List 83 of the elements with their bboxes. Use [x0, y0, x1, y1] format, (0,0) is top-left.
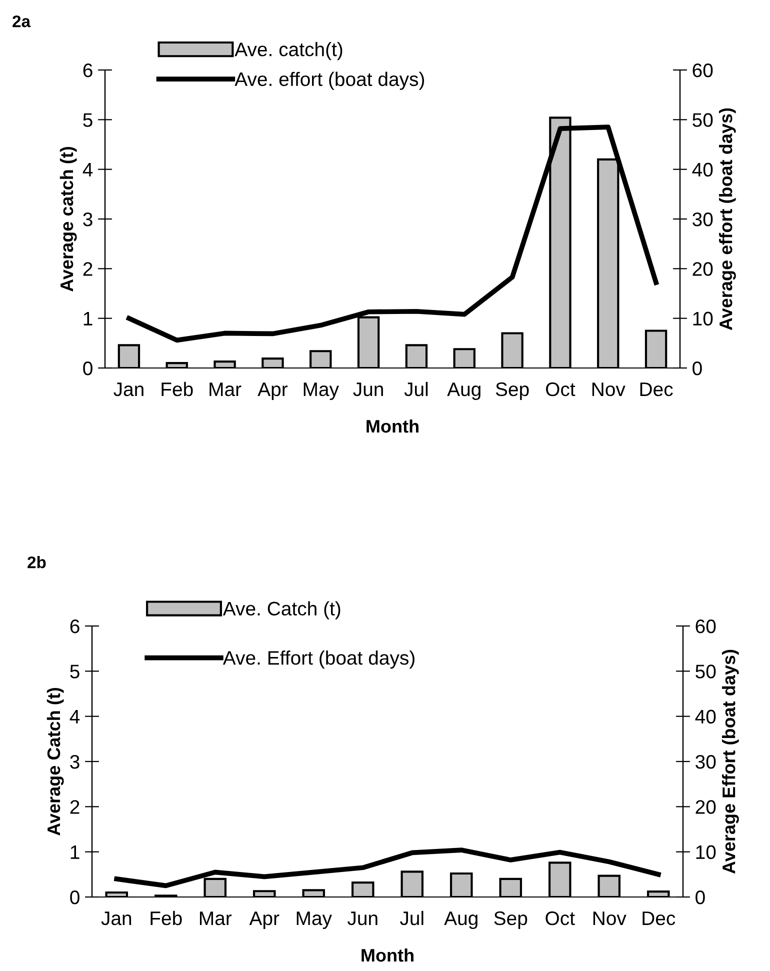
chart-title: 2a	[12, 15, 31, 28]
y2-tick-label: 30	[696, 754, 716, 769]
x-tick-label: Feb	[162, 382, 193, 396]
bar	[214, 360, 236, 368]
x-tick-label: Oct	[546, 382, 576, 396]
y-tick-label: 6	[83, 63, 92, 78]
y2-tick-label: 10	[696, 845, 716, 860]
x-tick-label: Dec	[642, 912, 676, 926]
y2-tick-label: 30	[692, 212, 713, 226]
bar	[252, 890, 276, 897]
legend-label: Ave. catch(t)	[234, 42, 342, 60]
y2-tick-label: 60	[696, 619, 716, 634]
x-tick-label: Apr	[258, 382, 288, 400]
x-tick-label: Dec	[640, 382, 673, 396]
bar	[351, 882, 374, 897]
y-tick-label: 0	[70, 890, 80, 904]
y2-tick-label: 50	[692, 113, 713, 127]
x-tick-label: Jun	[353, 382, 383, 396]
x-tick-label: Jul	[404, 382, 428, 396]
legend-label: Ave. Effort (boat days)	[222, 650, 414, 669]
y-tick-label: 0	[83, 361, 92, 376]
x-axis-title: Month	[366, 419, 418, 433]
legend-label: Ave. Catch (t)	[222, 601, 340, 620]
bar	[644, 330, 668, 368]
x-tick-label: Sep	[496, 382, 529, 400]
bar	[405, 344, 428, 368]
y-tick-label: 3	[70, 754, 80, 769]
bar	[105, 891, 128, 897]
chart-title: 2b	[28, 556, 46, 568]
bar	[450, 872, 473, 897]
x-tick-label: Aug	[444, 912, 478, 930]
y-tick-label: 2	[83, 262, 92, 276]
x-tick-label: Mar	[210, 382, 242, 396]
y-tick-label: 2	[70, 800, 80, 814]
y-tick-label: 6	[70, 619, 80, 634]
bar	[499, 878, 522, 897]
y2-tick-label: 40	[695, 710, 716, 724]
y2-tick-label: 0	[696, 890, 705, 904]
x-tick-label: May	[304, 382, 339, 400]
x-tick-label: Sep	[494, 911, 528, 930]
y-tick-label: 1	[84, 312, 92, 326]
y-tick-label: 5	[70, 664, 80, 678]
x-tick-label: Jan	[114, 382, 144, 396]
y2-axis-title: Average effort (boat days)	[718, 108, 736, 330]
y-tick-label: 1	[70, 846, 80, 859]
y2-axis-title: Average Effort (boat days)	[722, 650, 739, 874]
legend-label: Ave. effort (boat days)	[234, 72, 424, 90]
bar	[598, 874, 621, 897]
bar	[262, 358, 284, 368]
bar	[166, 362, 188, 368]
bar	[548, 862, 572, 897]
y2-tick-label: 60	[692, 63, 713, 78]
y-tick-label: 5	[83, 113, 92, 127]
y2-tick-label: 0	[692, 361, 702, 376]
y-tick-label: 3	[83, 212, 92, 226]
x-tick-label: Mar	[200, 912, 232, 926]
bar	[646, 890, 670, 897]
y2-tick-label: 20	[696, 800, 716, 814]
x-axis-title: Month	[362, 948, 414, 962]
y-axis-title: Average catch (t)	[60, 146, 77, 292]
x-tick-label: Jun	[348, 912, 378, 926]
y-axis-title: Average Catch (t)	[46, 688, 64, 836]
x-tick-label: Nov	[592, 382, 626, 396]
bar	[453, 348, 476, 368]
y2-tick-label: 50	[696, 664, 716, 678]
x-tick-label: Feb	[150, 910, 182, 926]
x-tick-label: Jul	[400, 910, 424, 926]
x-tick-label: Oct	[546, 911, 575, 926]
x-tick-label: Aug	[447, 382, 480, 400]
bar	[310, 350, 332, 368]
x-tick-label: May	[296, 912, 332, 930]
y2-tick-label: 10	[693, 312, 713, 326]
y2-tick-label: 20	[692, 262, 713, 276]
bar	[501, 332, 524, 368]
x-tick-label: Jan	[101, 912, 132, 926]
y2-tick-label: 40	[692, 162, 713, 177]
x-tick-label: Apr	[249, 912, 280, 930]
bar	[302, 889, 326, 897]
y-tick-label: 4	[82, 163, 93, 176]
bar	[118, 344, 140, 368]
x-tick-label: Nov	[593, 912, 626, 926]
bar	[400, 870, 424, 897]
y-tick-label: 4	[70, 710, 80, 724]
